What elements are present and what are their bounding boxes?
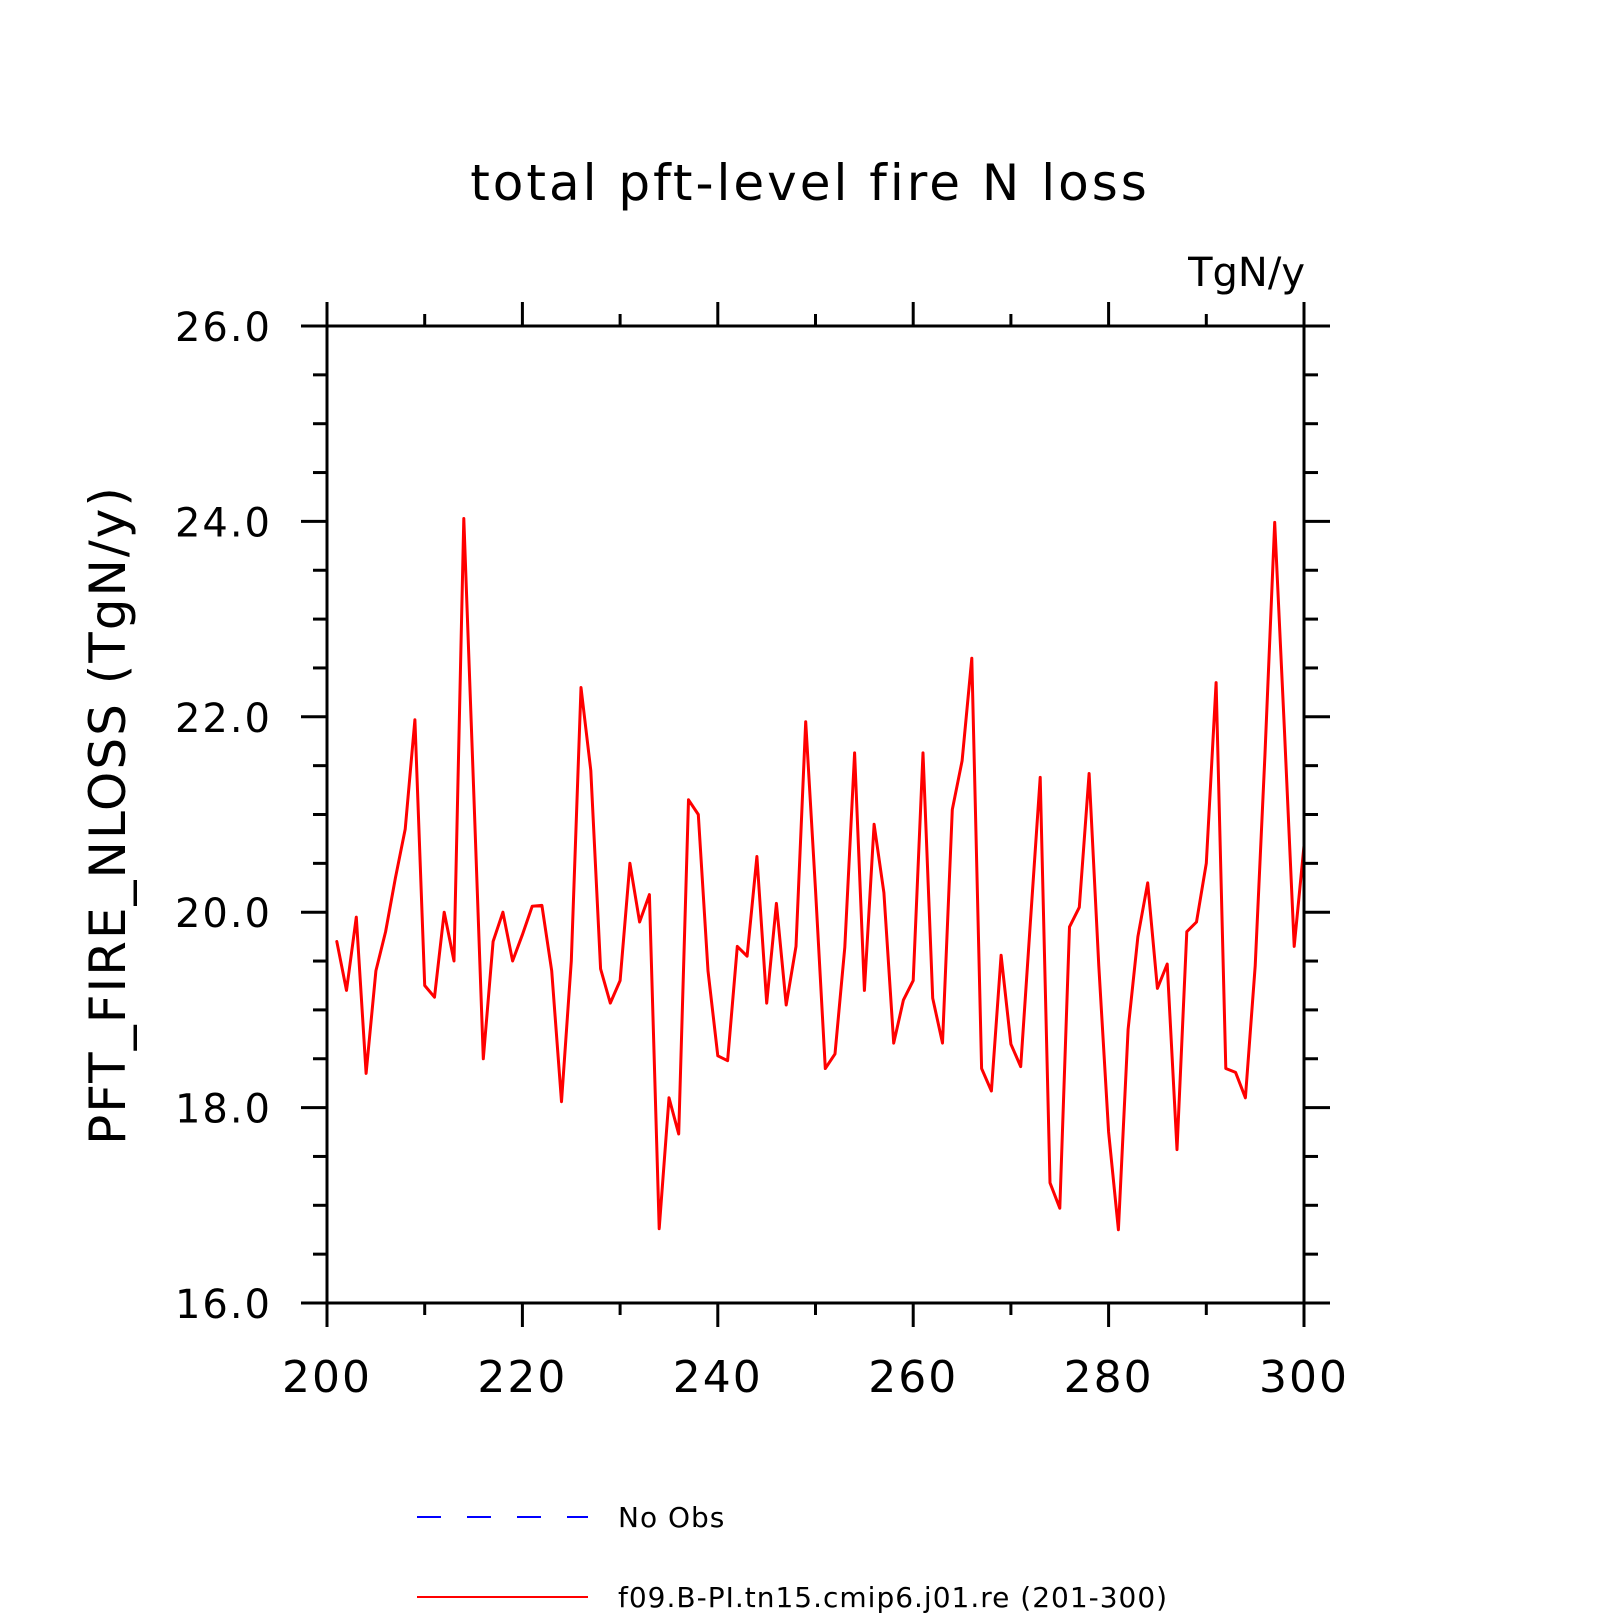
units-label: TgN/y [1187,250,1305,296]
y-tick-label: 26.0 [175,305,272,351]
legend-label: No Obs [618,1501,725,1534]
legend: No Obs f09.B-PI.tn15.cmip6.j01.re (201-30… [417,1501,1168,1614]
series-layer [335,517,1306,1232]
series-line [335,517,1306,1232]
plot-frame [325,324,1306,1305]
y-tick-label: 20.0 [175,891,272,937]
x-tick-label: 260 [868,1352,958,1403]
y-tick-label: 16.0 [175,1282,272,1328]
x-tick-label: 220 [477,1352,567,1403]
y-axis-label: PFT_FIRE_NLOSS (TgN/y) [79,485,137,1145]
y-tick-label: 24.0 [175,500,272,546]
y-tick-labels: 16.0 18.0 20.0 22.0 24.0 26.0 [175,305,272,1328]
x-tick-label: 280 [1064,1352,1154,1403]
y-tick-label: 18.0 [175,1087,272,1133]
x-tick-label: 300 [1259,1352,1349,1403]
x-tick-label: 200 [282,1352,372,1403]
chart-title: total pft-level fire N loss [470,154,1150,212]
x-tick-labels: 200 220 240 260 280 300 [282,1352,1349,1403]
legend-label: f09.B-PI.tn15.cmip6.j01.re (201-300) [618,1581,1168,1614]
y-tick-label: 22.0 [175,696,272,742]
tick-marks [301,302,1330,1327]
x-tick-label: 240 [673,1352,763,1403]
